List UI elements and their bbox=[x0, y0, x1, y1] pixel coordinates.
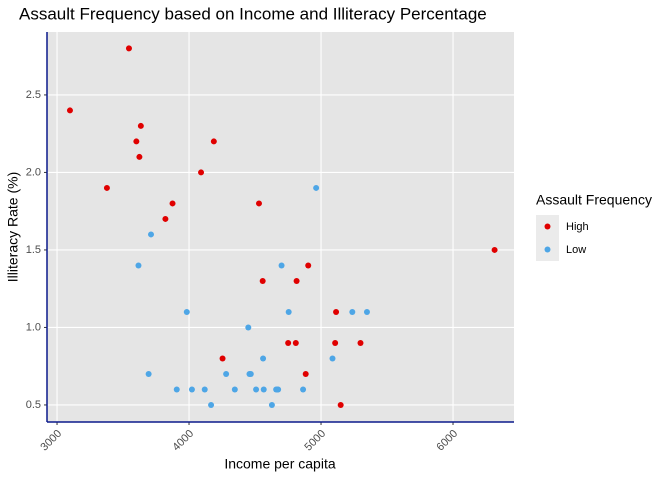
x-tick-label: 6000 bbox=[434, 428, 460, 454]
point bbox=[491, 246, 498, 253]
point bbox=[162, 215, 169, 222]
point bbox=[302, 370, 309, 377]
point bbox=[188, 386, 195, 393]
legend-label: High bbox=[566, 221, 589, 233]
point bbox=[169, 200, 176, 207]
y-axis-title: Illiteracy Rate (%) bbox=[5, 172, 21, 282]
point bbox=[285, 339, 292, 346]
point bbox=[363, 308, 370, 315]
legend-label: Low bbox=[566, 244, 586, 256]
legend-marker bbox=[544, 246, 551, 253]
point bbox=[285, 308, 292, 315]
point bbox=[183, 308, 190, 315]
point bbox=[305, 262, 312, 269]
point bbox=[278, 262, 285, 269]
x-tick-label: 4000 bbox=[170, 428, 196, 454]
y-tick-label: 0.5 bbox=[26, 399, 41, 411]
point bbox=[333, 308, 340, 315]
y-tick-label: 1.5 bbox=[26, 244, 41, 256]
point bbox=[208, 401, 215, 408]
point bbox=[231, 386, 238, 393]
point bbox=[349, 308, 356, 315]
point bbox=[66, 107, 73, 114]
point bbox=[137, 122, 144, 129]
point bbox=[260, 355, 267, 362]
point bbox=[273, 386, 280, 393]
point bbox=[245, 324, 252, 331]
point bbox=[259, 277, 266, 284]
chart-title: Assault Frequency based on Income and Il… bbox=[19, 4, 487, 23]
point bbox=[148, 231, 155, 238]
point bbox=[337, 401, 344, 408]
point bbox=[201, 386, 208, 393]
point bbox=[219, 355, 226, 362]
plot-background bbox=[47, 32, 514, 422]
point bbox=[223, 370, 230, 377]
point bbox=[136, 153, 143, 160]
point bbox=[173, 386, 180, 393]
point bbox=[145, 370, 152, 377]
point bbox=[255, 200, 262, 207]
y-tick-label: 2.0 bbox=[26, 166, 41, 178]
y-tick-label: 2.5 bbox=[26, 89, 41, 101]
point bbox=[103, 184, 110, 191]
point bbox=[210, 138, 217, 145]
x-tick-label: 3000 bbox=[38, 428, 64, 454]
legend-title: Assault Frequency bbox=[536, 192, 652, 208]
point bbox=[293, 277, 300, 284]
point bbox=[253, 386, 260, 393]
point bbox=[332, 339, 339, 346]
point bbox=[247, 370, 254, 377]
point bbox=[198, 169, 205, 176]
x-tick-label: 5000 bbox=[302, 428, 328, 454]
point bbox=[357, 339, 364, 346]
point bbox=[268, 401, 275, 408]
x-axis-title: Income per capita bbox=[224, 456, 335, 472]
point bbox=[135, 262, 142, 269]
point bbox=[292, 339, 299, 346]
point bbox=[313, 184, 320, 191]
point bbox=[329, 355, 336, 362]
legend-marker bbox=[544, 223, 551, 230]
y-tick-label: 1.0 bbox=[26, 321, 41, 333]
point bbox=[300, 386, 307, 393]
point bbox=[133, 138, 140, 145]
point bbox=[125, 45, 132, 52]
point bbox=[260, 386, 267, 393]
